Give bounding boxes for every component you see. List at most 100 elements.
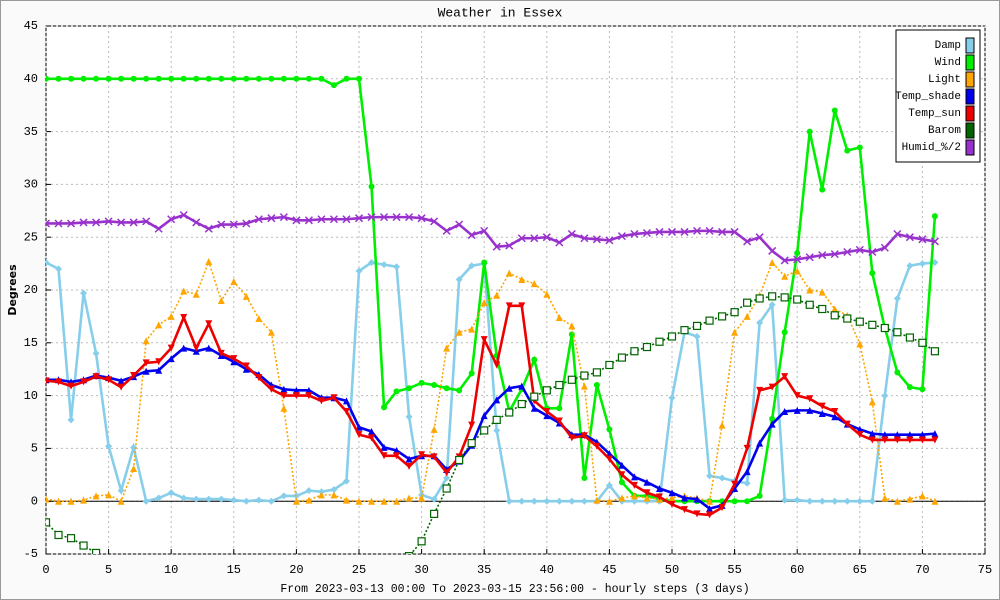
point	[819, 186, 826, 193]
point	[630, 492, 638, 500]
point	[868, 398, 876, 406]
y-tick-label: 40	[24, 72, 38, 86]
point	[756, 386, 764, 394]
point	[881, 436, 889, 444]
point	[481, 259, 488, 266]
point	[443, 474, 451, 482]
point	[404, 552, 414, 554]
point	[242, 362, 250, 370]
x-tick-label: 60	[790, 563, 804, 577]
point	[204, 224, 213, 233]
point	[393, 263, 401, 271]
point	[117, 218, 126, 227]
point	[243, 75, 250, 82]
point	[668, 489, 676, 497]
point	[480, 412, 488, 420]
point	[593, 442, 601, 450]
point	[768, 301, 776, 309]
point	[155, 75, 162, 82]
point	[54, 530, 63, 540]
point	[480, 336, 488, 344]
point	[881, 431, 889, 439]
point	[793, 406, 801, 414]
point	[667, 332, 677, 341]
point	[806, 128, 813, 135]
x-tick-label: 55	[727, 563, 741, 577]
point	[543, 407, 551, 415]
point	[254, 215, 263, 224]
point	[768, 292, 777, 301]
point	[642, 228, 651, 238]
point	[280, 392, 288, 400]
point	[268, 75, 275, 82]
point	[655, 337, 664, 346]
point	[431, 382, 438, 389]
point	[618, 461, 626, 469]
point	[505, 408, 514, 417]
point	[205, 495, 213, 503]
point	[193, 75, 200, 82]
point	[392, 213, 401, 222]
point	[105, 75, 112, 82]
series-line	[46, 304, 935, 517]
point	[768, 383, 776, 391]
point	[630, 230, 639, 239]
point	[555, 380, 564, 390]
point	[46, 377, 50, 385]
point	[768, 246, 777, 255]
point	[293, 75, 300, 82]
point	[443, 469, 451, 477]
point	[267, 328, 275, 336]
point	[230, 278, 238, 286]
point	[781, 496, 789, 504]
point	[806, 286, 814, 294]
point	[893, 436, 901, 444]
point	[856, 340, 864, 348]
point	[830, 311, 839, 320]
point	[818, 304, 827, 314]
point	[630, 497, 638, 505]
point	[443, 385, 450, 392]
point	[280, 404, 288, 412]
legend-label: Humid_%/2	[902, 142, 961, 154]
point	[405, 494, 413, 502]
legend-swatch	[965, 105, 975, 122]
point	[92, 349, 100, 357]
point	[46, 518, 51, 527]
point	[67, 416, 75, 424]
point	[330, 486, 338, 494]
point	[643, 494, 651, 502]
point	[931, 436, 939, 444]
point	[580, 497, 588, 505]
point	[555, 238, 564, 247]
point	[880, 323, 889, 333]
point	[405, 455, 413, 463]
point	[155, 494, 163, 502]
point	[418, 451, 426, 459]
y-tick-label: -5	[24, 547, 38, 561]
point	[692, 321, 702, 331]
point	[230, 496, 238, 504]
legend-swatch	[965, 122, 975, 139]
point	[918, 260, 926, 268]
point	[405, 462, 413, 470]
point	[279, 213, 288, 222]
point	[305, 392, 313, 400]
point	[769, 415, 776, 422]
point	[455, 455, 464, 465]
x-tick-label: 25	[352, 563, 366, 577]
point	[593, 382, 600, 389]
point	[781, 373, 789, 381]
point	[229, 220, 238, 229]
point	[493, 396, 501, 404]
point	[46, 495, 50, 503]
point	[155, 321, 163, 329]
point	[693, 332, 701, 340]
point	[517, 399, 526, 409]
point	[517, 234, 526, 243]
point	[267, 497, 275, 505]
point	[380, 452, 388, 460]
point	[205, 75, 212, 82]
point	[242, 497, 250, 505]
point	[430, 495, 438, 503]
